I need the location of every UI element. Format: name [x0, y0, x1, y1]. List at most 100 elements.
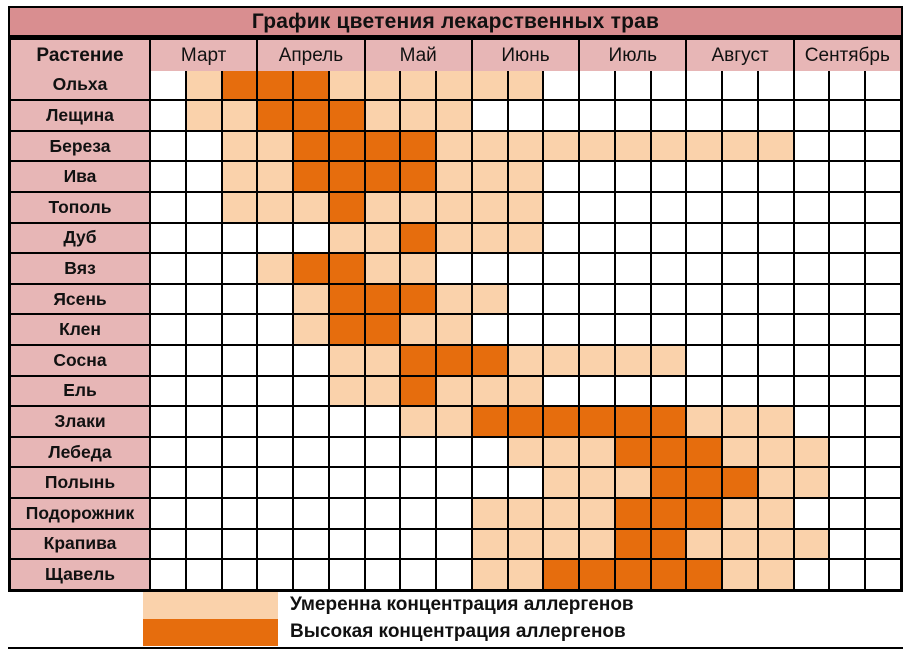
bloom-cell [222, 345, 257, 375]
plant-label: Ясень [11, 284, 149, 314]
bloom-cell [615, 192, 650, 222]
bloom-cell [830, 162, 865, 191]
bloom-cell [866, 284, 900, 314]
bloom-cell [866, 131, 900, 161]
bloom-cell [508, 192, 543, 222]
bloom-cell [186, 315, 221, 344]
bloom-cell [723, 345, 757, 375]
bloom-cell [758, 162, 793, 191]
bloom-cell [151, 192, 185, 222]
bloom-cell [794, 254, 829, 283]
plant-label: Щавель [11, 560, 149, 589]
bloom-cell [258, 131, 293, 161]
bloom-cell [580, 223, 614, 253]
bloom-cell [758, 70, 793, 100]
bloom-cell [186, 407, 221, 436]
bloom-cell [687, 254, 722, 283]
bloom-cell [329, 131, 364, 161]
bloom-cell [437, 498, 471, 528]
bloom-cell [687, 468, 722, 497]
bloom-cell [723, 223, 757, 253]
bloom-cell [401, 437, 436, 467]
bloom-cell [186, 498, 221, 528]
bloom-cell [544, 437, 579, 467]
bloom-cell [544, 284, 579, 314]
bloom-cell [794, 468, 829, 497]
bloom-cell [723, 284, 757, 314]
bloom-cell [401, 223, 436, 253]
bloom-cell [794, 376, 829, 406]
plant-label: Подорожник [11, 498, 149, 528]
bloom-cell [580, 498, 614, 528]
bloom-cell [794, 498, 829, 528]
bloom-cell [580, 315, 614, 344]
bloom-cell [329, 345, 364, 375]
bloom-cell [472, 560, 507, 589]
bloom-cell [472, 192, 507, 222]
bloom-cell [365, 498, 400, 528]
bloom-cell [365, 284, 400, 314]
bloom-cell [830, 437, 865, 467]
bloom-cell [830, 70, 865, 100]
bloom-cell [794, 345, 829, 375]
bloom-cell [866, 315, 900, 344]
bloom-cell [580, 345, 614, 375]
bloom-cell [222, 101, 257, 130]
bloom-cell [437, 223, 471, 253]
bloom-cell [365, 315, 400, 344]
month-header: Июль [580, 40, 686, 71]
bloom-cell [544, 162, 579, 191]
bloom-cell [508, 162, 543, 191]
bloom-cell [151, 529, 185, 559]
bloom-cell [258, 376, 293, 406]
bloom-cell [830, 192, 865, 222]
legend: Умеренна концентрация аллергенов Высокая… [8, 591, 903, 649]
bloom-cell [651, 101, 686, 130]
bloom-cell [866, 345, 900, 375]
bloom-cell [151, 437, 185, 467]
bloom-cell [723, 70, 757, 100]
bloom-cell [615, 223, 650, 253]
bloom-cell [151, 162, 185, 191]
bloom-cell [329, 498, 364, 528]
bloom-cell [758, 468, 793, 497]
bloom-cell [723, 162, 757, 191]
bloom-cell [186, 192, 221, 222]
bloom-cell [222, 560, 257, 589]
bloom-cell [580, 162, 614, 191]
bloom-cell [651, 560, 686, 589]
bloom-cell [830, 345, 865, 375]
bloom-cell [758, 131, 793, 161]
bloom-cell [365, 70, 400, 100]
bloom-cell [401, 376, 436, 406]
bloom-cell [687, 407, 722, 436]
bloom-cell [365, 131, 400, 161]
bloom-cell [794, 192, 829, 222]
bloom-cell [508, 468, 543, 497]
bloom-cell [329, 254, 364, 283]
bloom-cell [508, 529, 543, 559]
month-header: Июнь [472, 40, 579, 71]
bloom-cell [329, 284, 364, 314]
bloom-cell [544, 498, 579, 528]
bloom-cell [222, 437, 257, 467]
bloom-cell [258, 407, 293, 436]
bloom-cell [651, 254, 686, 283]
bloom-cell [544, 560, 579, 589]
plant-label: Дуб [11, 223, 149, 253]
bloom-cell [615, 529, 650, 559]
bloom-cell [401, 254, 436, 283]
bloom-cell [615, 254, 650, 283]
bloom-cell [258, 498, 293, 528]
bloom-cell [544, 468, 579, 497]
bloom-cell [508, 101, 543, 130]
bloom-cell [544, 315, 579, 344]
bloom-cell [615, 437, 650, 467]
bloom-cell [723, 315, 757, 344]
bloom-cell [580, 70, 614, 100]
bloom-cell [723, 560, 757, 589]
bloom-cell [580, 192, 614, 222]
bloom-cell [651, 162, 686, 191]
bloom-cell [186, 223, 221, 253]
bloom-cell [401, 70, 436, 100]
